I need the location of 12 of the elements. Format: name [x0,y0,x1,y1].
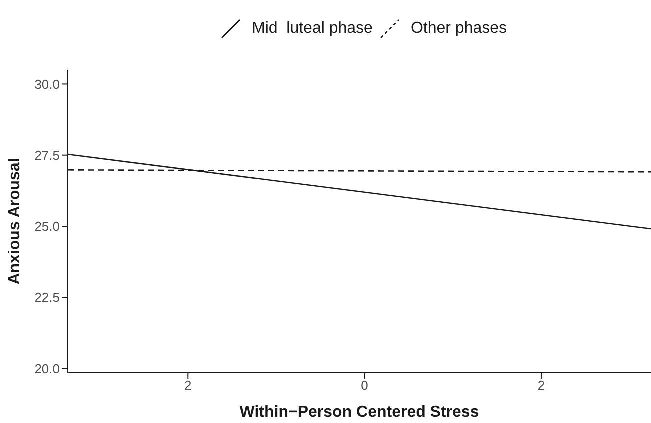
y-axis-title: Anxious Arousal [6,158,24,285]
y-tick-label: 25.0 [34,219,60,234]
y-tick-label: 22.5 [34,290,60,306]
legend-label: Other phases [410,20,508,38]
legend-label: Mid luteal phase [252,20,373,38]
y-tick-label: 20.0 [34,361,60,376]
y-tick-label: 27.5 [34,148,60,163]
x-tick-label: 2 [184,378,192,394]
x-tick-label: 0 [361,378,368,394]
y-tick-label: 30.0 [34,76,60,92]
x-axis-title: Within−Person Centered Stress [240,404,480,421]
x-tick-label: 2 [538,378,546,394]
